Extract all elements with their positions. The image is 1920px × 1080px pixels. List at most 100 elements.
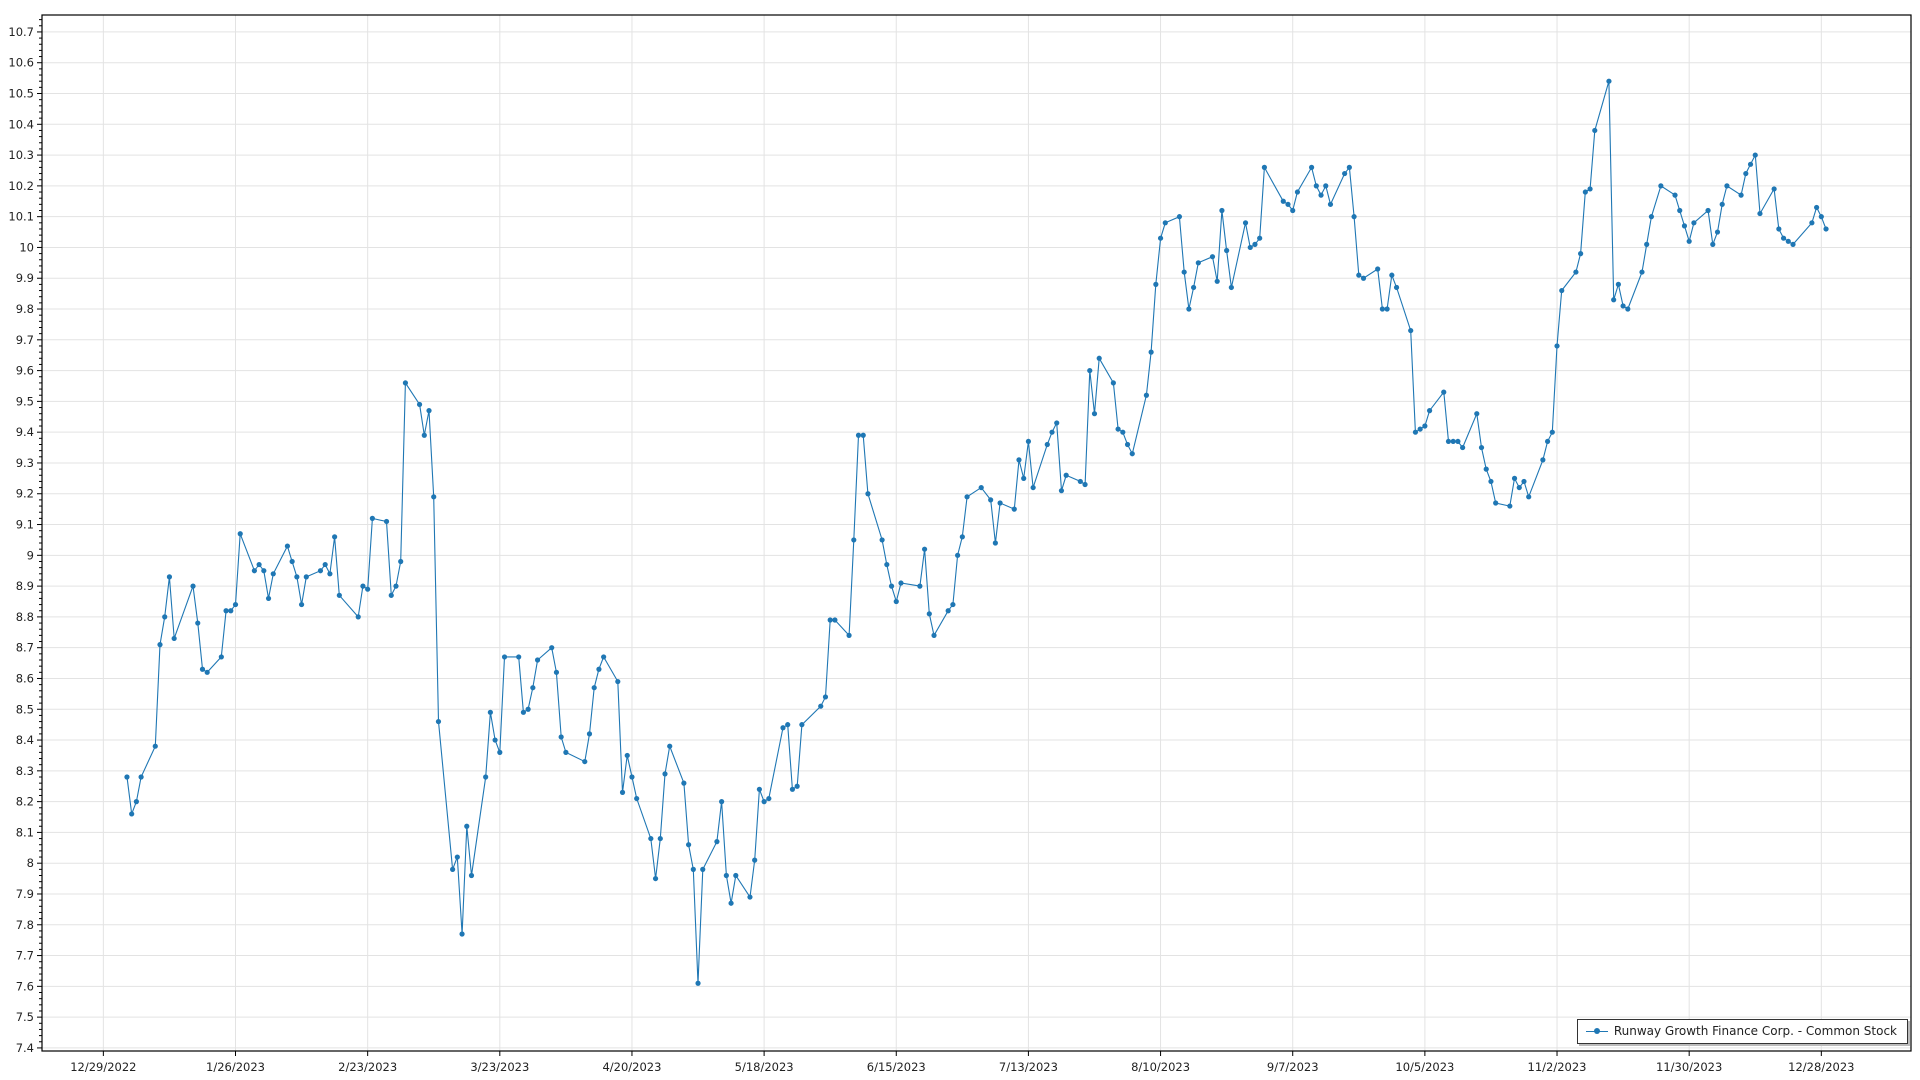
x-tick-label: 12/28/2023 (1788, 1060, 1854, 1074)
data-point (402, 380, 409, 386)
data-point (355, 614, 361, 620)
data-point (1049, 429, 1055, 435)
data-point (152, 743, 158, 749)
data-point (1615, 281, 1621, 287)
data-point (1091, 411, 1098, 417)
data-point (1639, 269, 1645, 275)
data-point (752, 857, 758, 863)
x-tick-label: 9/7/2023 (1267, 1060, 1319, 1074)
data-point (690, 866, 696, 872)
data-point (450, 866, 456, 872)
data-point (133, 799, 139, 805)
y-tick-label: 10.2 (8, 179, 34, 193)
data-point (459, 931, 465, 937)
data-point (1738, 192, 1744, 198)
data-point (1379, 306, 1385, 312)
data-point (270, 571, 276, 577)
data-point (1285, 201, 1291, 207)
data-point (657, 835, 663, 842)
data-point (1592, 127, 1598, 134)
data-point (1181, 269, 1187, 275)
data-point (553, 669, 560, 675)
data-point (1757, 210, 1763, 217)
plot-area-border (41, 14, 1912, 1052)
data-point (1153, 281, 1159, 287)
data-point (780, 725, 786, 731)
data-point (1809, 220, 1815, 226)
data-point (1290, 207, 1296, 214)
data-point (1672, 192, 1678, 198)
data-point (1540, 457, 1546, 463)
data-point (388, 592, 394, 598)
data-point (431, 494, 437, 500)
data-point (1417, 426, 1423, 432)
data-point (369, 515, 375, 521)
data-point (1455, 438, 1461, 445)
data-point (714, 839, 720, 845)
data-point (525, 706, 531, 712)
y-tick-label: 10.7 (8, 25, 34, 39)
data-point (426, 408, 432, 414)
data-point (190, 583, 196, 589)
data-point (591, 685, 597, 691)
x-tick-label: 5/18/2023 (735, 1060, 794, 1074)
data-point (624, 752, 630, 759)
data-point (336, 592, 342, 598)
data-point (1780, 235, 1787, 241)
data-point (685, 842, 692, 848)
data-point (1507, 503, 1513, 509)
data-point (761, 799, 767, 805)
data-point (204, 669, 210, 675)
data-point (945, 608, 951, 614)
data-point (851, 537, 857, 543)
data-point (1714, 229, 1721, 235)
x-tick-label: 12/29/2022 (70, 1060, 136, 1074)
data-point (322, 561, 328, 568)
data-point (733, 872, 739, 879)
data-point (1606, 78, 1612, 84)
data-point (1054, 420, 1060, 426)
data-point (1044, 441, 1050, 448)
y-tick-label: 10.4 (8, 117, 34, 131)
data-point (1587, 186, 1593, 192)
data-point (1705, 207, 1711, 214)
data-point (818, 703, 824, 709)
data-point (454, 854, 460, 860)
data-point (1743, 170, 1749, 177)
data-point (232, 601, 239, 608)
data-point (1648, 214, 1655, 220)
y-tick-label: 8 (27, 856, 34, 870)
y-tick-label: 9.6 (16, 364, 34, 378)
data-point (1016, 457, 1022, 463)
data-point (879, 537, 885, 543)
y-tick-label: 8.7 (16, 641, 34, 655)
y-tick-label: 8.9 (16, 579, 34, 593)
data-point (1511, 475, 1518, 481)
data-point (728, 900, 734, 906)
data-point (695, 980, 701, 986)
data-point (1823, 226, 1829, 232)
data-point (1191, 284, 1197, 291)
y-tick-label: 7.4 (16, 1041, 34, 1055)
data-point (298, 601, 305, 608)
data-point (1252, 241, 1258, 247)
data-point (582, 758, 588, 765)
y-tick-label: 10.1 (8, 210, 34, 224)
y-tick-label: 8.6 (16, 671, 34, 685)
data-point (1412, 429, 1419, 435)
data-point (1681, 223, 1688, 229)
data-point (1077, 478, 1083, 485)
data-point (1625, 306, 1631, 312)
data-point (1445, 438, 1452, 445)
data-point (634, 795, 640, 802)
data-point (284, 543, 291, 549)
data-point (558, 734, 564, 740)
data-point (497, 749, 503, 755)
y-tick-label: 8.2 (16, 795, 34, 809)
y-tick-label: 10 (19, 240, 34, 254)
data-point (1082, 481, 1088, 488)
y-tick-label: 7.5 (16, 1010, 34, 1024)
data-point (1724, 183, 1730, 189)
data-point (1342, 170, 1348, 177)
data-point (747, 894, 753, 900)
